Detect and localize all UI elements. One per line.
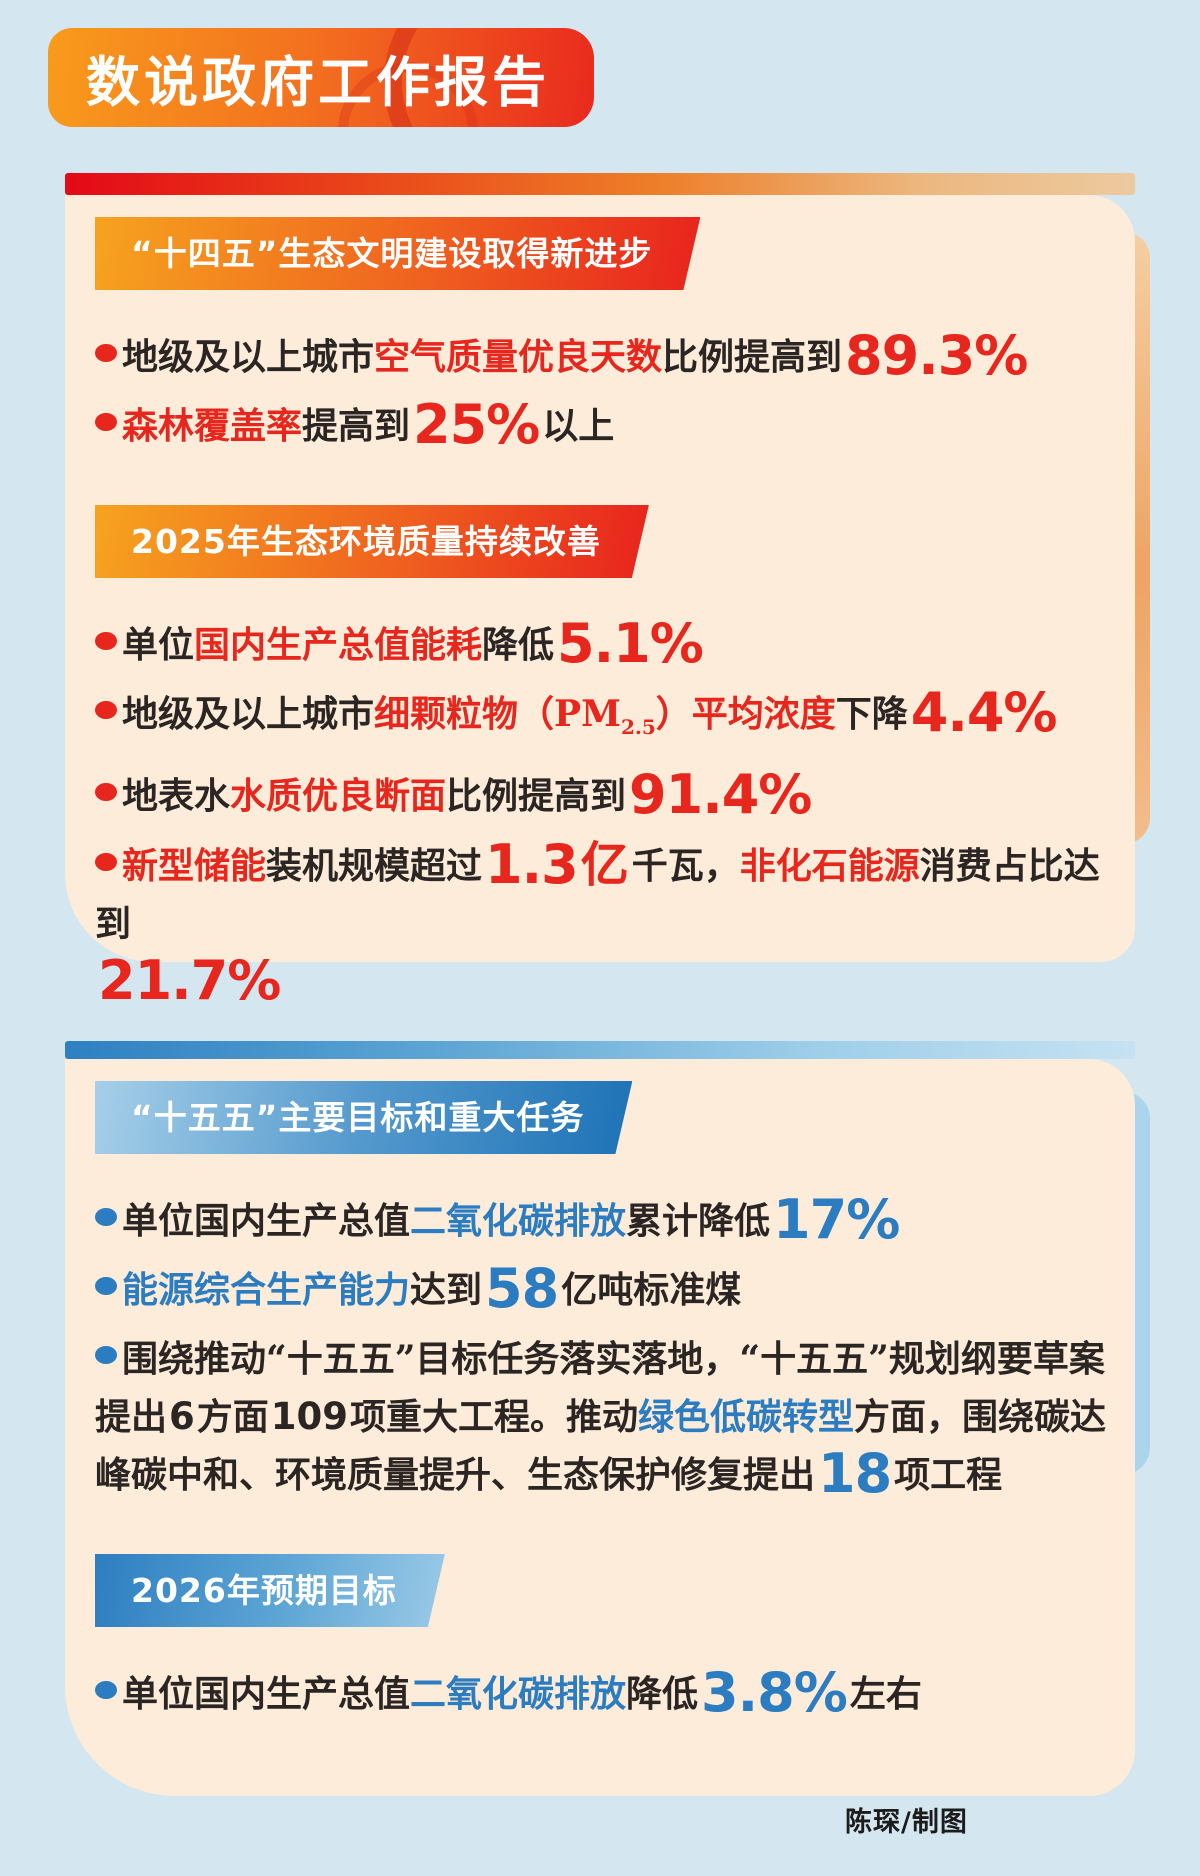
text-segment-plain: 达到 (410, 1269, 483, 1311)
bullet-item: 新型储能装机规模超过1.3亿千瓦，非化石能源消费占比达到 21.7% (95, 836, 1117, 1011)
text-segment-plain: 提高到 (302, 405, 411, 447)
section-banner-label: “十四五”生态文明建设取得新进步 (131, 234, 653, 273)
bullet-dot-icon (95, 701, 117, 719)
section-banner-label: “十五五”主要目标和重大任务 (131, 1098, 585, 1137)
text-segment-plain: 地级及以上城市 (122, 693, 375, 735)
text-segment-plain: 降低 (626, 1673, 699, 1715)
text-segment-figure: 6 (169, 1395, 195, 1438)
text-segment-sub: 2.5 (620, 715, 656, 739)
bullet-item: 围绕推动“十五五”目标任务落实落地，“十五五”规划纲要草案提出6方面109项重大… (95, 1330, 1117, 1504)
text-segment-plain: 方面 (196, 1396, 269, 1438)
text-segment-num: 58 (485, 1257, 559, 1320)
text-segment-num: 5.1% (557, 612, 704, 675)
text-segment-accent: 非化石能源 (739, 845, 920, 887)
text-segment-accent: 二氧化碳排放 (410, 1673, 627, 1715)
text-segment-plain: 单位国内生产总值 (122, 1673, 411, 1715)
text-segment-plain: 比例提高到 (446, 775, 627, 817)
text-segment-num: 18 (818, 1442, 892, 1505)
panel-top-strip-blue (65, 1041, 1135, 1059)
bullet-dot-icon (95, 1346, 117, 1364)
text-segment-plain: 比例提高到 (662, 336, 843, 378)
section-banner-label: 2025年生态环境质量持续改善 (131, 522, 601, 561)
text-segment-num: 1.3 (485, 833, 579, 896)
section-banner: “十五五”主要目标和重大任务 (95, 1081, 632, 1154)
section: “十五五”主要目标和重大任务单位国内生产总值二氧化碳排放累计降低17% 能源综合生… (95, 1081, 1117, 1504)
section: 2025年生态环境质量持续改善单位国内生产总值能耗降低5.1% 地级及以上城市细颗… (95, 505, 1117, 1011)
bullet-item: 森林覆盖率提高到25%以上 (95, 397, 1117, 455)
text-segment-plain: 左右 (849, 1673, 922, 1715)
text-segment-plain: 装机规模超过 (266, 845, 483, 887)
section-banner: 2026年预期目标 (95, 1554, 445, 1627)
section: 2026年预期目标 单位国内生产总值二氧化碳排放降低3.8%左右 (95, 1554, 1117, 1723)
text-segment-plain: 围绕推动“十五五”目标任务落实落地，“十五五”规划纲要草案提出 (95, 1338, 1105, 1438)
text-segment-num: 25% (413, 393, 540, 456)
text-segment-plain: 单位国内生产总值 (122, 1200, 411, 1242)
panel-top-strip-red (65, 173, 1135, 195)
bullet-dot-icon (95, 1681, 117, 1699)
text-segment-accent: ）平均浓度 (655, 693, 836, 735)
text-segment-plain: 降低 (482, 624, 555, 666)
text-segment-accent: 绿色低碳转型 (638, 1396, 855, 1438)
text-segment-plain: 以上 (542, 405, 615, 447)
text-segment-num: 91.4% (629, 763, 812, 826)
text-segment-plain: 下降 (835, 693, 908, 735)
header-banner: 数说政府工作报告 (48, 28, 594, 127)
bullet-item: 地表水水质优良断面比例提高到91.4% (95, 767, 1117, 825)
bullet-item: 地级及以上城市空气质量优良天数比例提高到89.3% (95, 328, 1117, 386)
text-segment-accent: 细颗粒物（PM (374, 693, 621, 735)
section-banner: “十四五”生态文明建设取得新进步 (95, 217, 700, 290)
bullet-dot-icon (95, 853, 117, 871)
text-segment-figure: 109 (270, 1395, 349, 1438)
text-segment-plain: 千瓦， (631, 845, 740, 887)
text-segment-accent: 国内生产总值能耗 (194, 624, 483, 666)
panel-shisiwu-2025: “十四五”生态文明建设取得新进步 地级及以上城市空气质量优良天数比例提高到89.3… (65, 195, 1135, 1008)
text-segment-plain: 单位 (122, 624, 195, 666)
text-segment-num: 3.8% (701, 1661, 848, 1724)
bullet-dot-icon (95, 1277, 117, 1295)
credit: 陈琛/制图 (845, 1807, 968, 1838)
bullet-item: 能源综合生产能力达到58亿吨标准煤 (95, 1261, 1117, 1319)
panel-shiwuwu-2026: “十五五”主要目标和重大任务 单位国内生产总值二氧化碳排放累计降低17% 能源综合生… (65, 1059, 1135, 1796)
text-segment-num-cn: 亿 (580, 837, 629, 893)
bullet-dot-icon (95, 632, 117, 650)
text-segment-accent: 新型储能 (122, 845, 267, 887)
text-segment-plain: 地表水 (122, 775, 231, 817)
page-title: 数说政府工作报告 (86, 51, 550, 114)
bullet-dot-icon (95, 413, 117, 431)
text-segment-accent: 水质优良断面 (230, 775, 447, 817)
text-segment-num: 21.7% (98, 949, 281, 1012)
bullet-dot-icon (95, 344, 117, 362)
text-segment-accent: 森林覆盖率 (122, 405, 303, 447)
text-segment-accent: 能源综合生产能力 (122, 1269, 411, 1311)
bullet-item: 地级及以上城市细颗粒物（PM2.5）平均浓度下降4.4% (95, 685, 1117, 756)
section-banner-label: 2026年预期目标 (131, 1571, 397, 1610)
text-segment-plain: 亿吨标准煤 (561, 1269, 742, 1311)
bullet-item: 单位国内生产总值二氧化碳排放累计降低17% (95, 1192, 1117, 1250)
text-segment-plain: 项重大工程。推动 (350, 1396, 639, 1438)
text-segment-plain: 方面，围绕碳达峰碳中和、环境质量提升、生态保护修复提出 (95, 1396, 1107, 1496)
section-banner: 2025年生态环境质量持续改善 (95, 505, 649, 578)
text-segment-accent: 二氧化碳排放 (410, 1200, 627, 1242)
bullet-dot-icon (95, 1208, 117, 1226)
bullet-item: 单位国内生产总值能耗降低5.1% (95, 616, 1117, 674)
section: “十四五”生态文明建设取得新进步地级及以上城市空气质量优良天数比例提高到89.3… (95, 217, 1117, 455)
bullet-item: 单位国内生产总值二氧化碳排放降低3.8%左右 (95, 1665, 1117, 1723)
text-segment-plain: 累计降低 (626, 1200, 771, 1242)
text-segment-plain: 消费占比达到 (95, 845, 1100, 945)
text-segment-plain: 地级及以上城市 (122, 336, 375, 378)
text-segment-num: 89.3% (845, 324, 1028, 387)
text-segment-num: 17% (773, 1188, 900, 1251)
text-segment-accent: 空气质量优良天数 (374, 336, 663, 378)
text-segment-plain: 项工程 (894, 1454, 1003, 1496)
text-segment-num: 4.4% (910, 681, 1058, 744)
bullet-dot-icon (95, 783, 117, 801)
